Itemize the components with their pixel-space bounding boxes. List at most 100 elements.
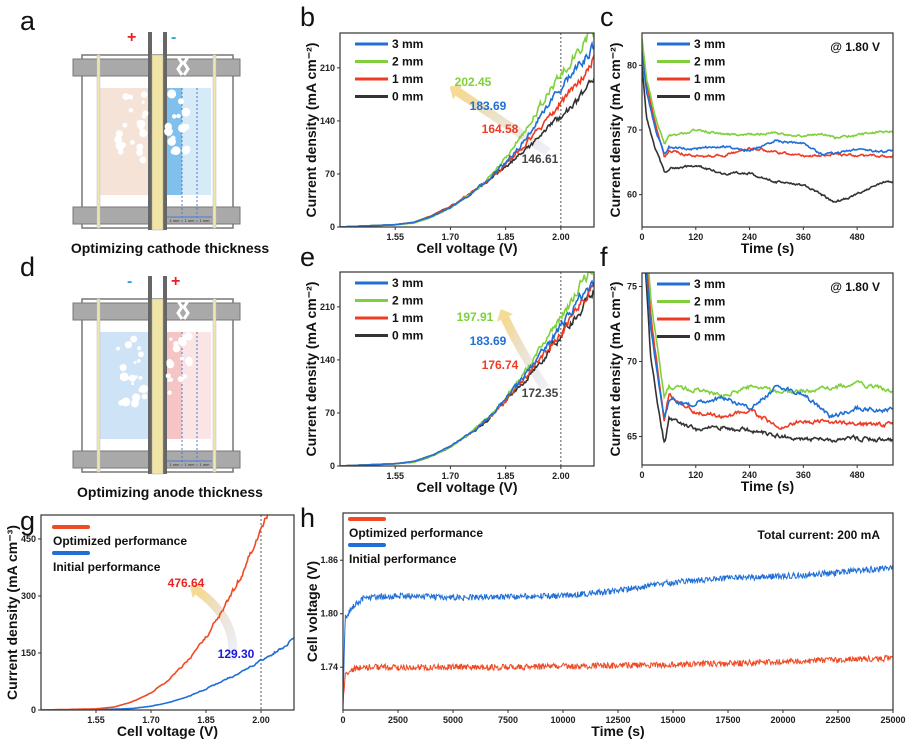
bubble	[181, 107, 191, 117]
bubble	[169, 337, 173, 341]
legend-label: Initial performance	[53, 560, 161, 574]
series-line-initial-performance	[41, 637, 294, 710]
y-axis-label: Current density (mA cm⁻²)	[607, 43, 623, 218]
bubble	[167, 390, 172, 395]
y-tick-label: 300	[21, 591, 36, 601]
legend-label: 2 mm	[694, 295, 725, 309]
x-tick-label: 22500	[825, 715, 850, 725]
minus-sign: -	[171, 29, 176, 46]
panel-letter-f: f	[600, 242, 608, 272]
y-tick-label: 70	[325, 408, 335, 418]
legend-label: 3 mm	[694, 37, 725, 51]
legend-label: 0 mm	[392, 90, 423, 104]
electrode-left	[148, 32, 152, 230]
bubble	[177, 98, 184, 105]
trend-arrow	[500, 316, 549, 391]
panel-letter-e: e	[300, 242, 315, 272]
series-line-1-mm	[646, 273, 893, 431]
schematic-caption: Optimizing cathode thickness	[71, 240, 270, 256]
plot-frame	[40, 514, 295, 711]
x-tick-label: 1.70	[142, 715, 160, 725]
y-tick-label: 75	[627, 282, 637, 292]
bubble	[137, 351, 144, 358]
bubble	[179, 356, 184, 361]
bubble	[119, 364, 127, 372]
chart-panel-b: 1.55 1.70 1.85 2.00 0 70 140 210 Cell voltage (V…	[303, 32, 595, 256]
legend-label: 2 mm	[392, 55, 423, 69]
y-axis-label: Cell voltage (V)	[304, 561, 320, 662]
dimension-label: 1 mm	[185, 462, 196, 467]
bubble	[130, 335, 138, 343]
right-chamber-inner	[166, 332, 182, 439]
bubble	[131, 382, 135, 386]
legend-label: 2 mm	[392, 294, 423, 308]
bubble	[132, 398, 139, 405]
x-tick-label: 120	[688, 232, 703, 242]
arrow-head	[449, 84, 463, 100]
series-line-initial-performance	[343, 564, 893, 704]
x-tick-label: 10000	[550, 715, 575, 725]
dimension-label: 1 mm	[170, 218, 181, 223]
x-axis-label: Cell voltage (V)	[117, 723, 218, 739]
x-tick-label: 1.70	[442, 232, 460, 242]
value-annotation: 146.61	[522, 152, 559, 166]
x-axis-label: Cell voltage (V)	[416, 240, 517, 256]
y-tick-label: 450	[21, 534, 36, 544]
bubble	[186, 359, 193, 367]
bubble	[136, 149, 144, 157]
value-annotation: 183.69	[470, 334, 507, 348]
bubble	[120, 142, 126, 148]
legend-label: 1 mm	[392, 72, 423, 86]
y-tick-label: 210	[320, 302, 335, 312]
y-tick-label: 0	[330, 222, 335, 232]
panel-letter-a: a	[20, 6, 36, 36]
bubble	[136, 359, 141, 363]
series-line-3-mm	[645, 273, 893, 420]
schematic-caption: Optimizing anode thickness	[77, 484, 263, 500]
x-tick-label: 25000	[880, 715, 905, 725]
y-axis-label: Current density (mA cm⁻³)	[4, 525, 20, 700]
bubble	[117, 149, 124, 155]
series-line-2-mm	[642, 38, 893, 145]
x-tick-label: 1.55	[386, 471, 404, 481]
plot-frame	[339, 271, 595, 467]
bubble	[138, 375, 143, 380]
bubble	[182, 123, 190, 131]
x-tick-label: 5000	[443, 715, 463, 725]
x-tick-label: 2.00	[552, 232, 570, 242]
panel-letter-g: g	[20, 506, 35, 536]
x-tick-label: 1.85	[197, 715, 215, 725]
bubble	[122, 122, 128, 128]
bubble	[114, 135, 122, 144]
trend-arrow	[195, 587, 238, 661]
value-annotation: 476.64	[168, 576, 205, 590]
x-tick-label: 480	[850, 470, 865, 480]
membrane	[151, 298, 164, 475]
x-tick-label: 15000	[660, 715, 685, 725]
y-axis-label: Current density (mA cm⁻²)	[303, 43, 319, 218]
rod	[212, 298, 217, 473]
bubble	[141, 100, 145, 104]
break-mark	[176, 300, 190, 320]
legend-label: Optimized performance	[53, 534, 187, 548]
series-line-2-mm	[340, 272, 594, 466]
x-tick-label: 2.00	[252, 715, 270, 725]
series-line-0-mm	[642, 65, 893, 203]
y-axis-label: Current density (mA cm⁻²)	[607, 282, 623, 457]
bubble	[141, 91, 148, 98]
y-tick-label: 70	[627, 125, 637, 135]
series-line-3-mm	[340, 279, 594, 466]
panel-letter-h: h	[300, 503, 315, 533]
bubble	[178, 338, 187, 347]
bubble	[170, 148, 177, 155]
chart-panel-e: 1.55 1.70 1.85 2.00 0 70 140 210 Cell voltage (V…	[303, 271, 595, 495]
plus-sign: +	[171, 273, 180, 290]
x-tick-label: 1.55	[386, 232, 404, 242]
series-line-0-mm	[644, 273, 893, 444]
value-annotation: 176.74	[482, 358, 519, 372]
value-annotation: 164.58	[482, 122, 519, 136]
bubble	[166, 360, 175, 369]
dimension-label: 1 mm	[200, 462, 211, 467]
bubble	[122, 93, 130, 100]
